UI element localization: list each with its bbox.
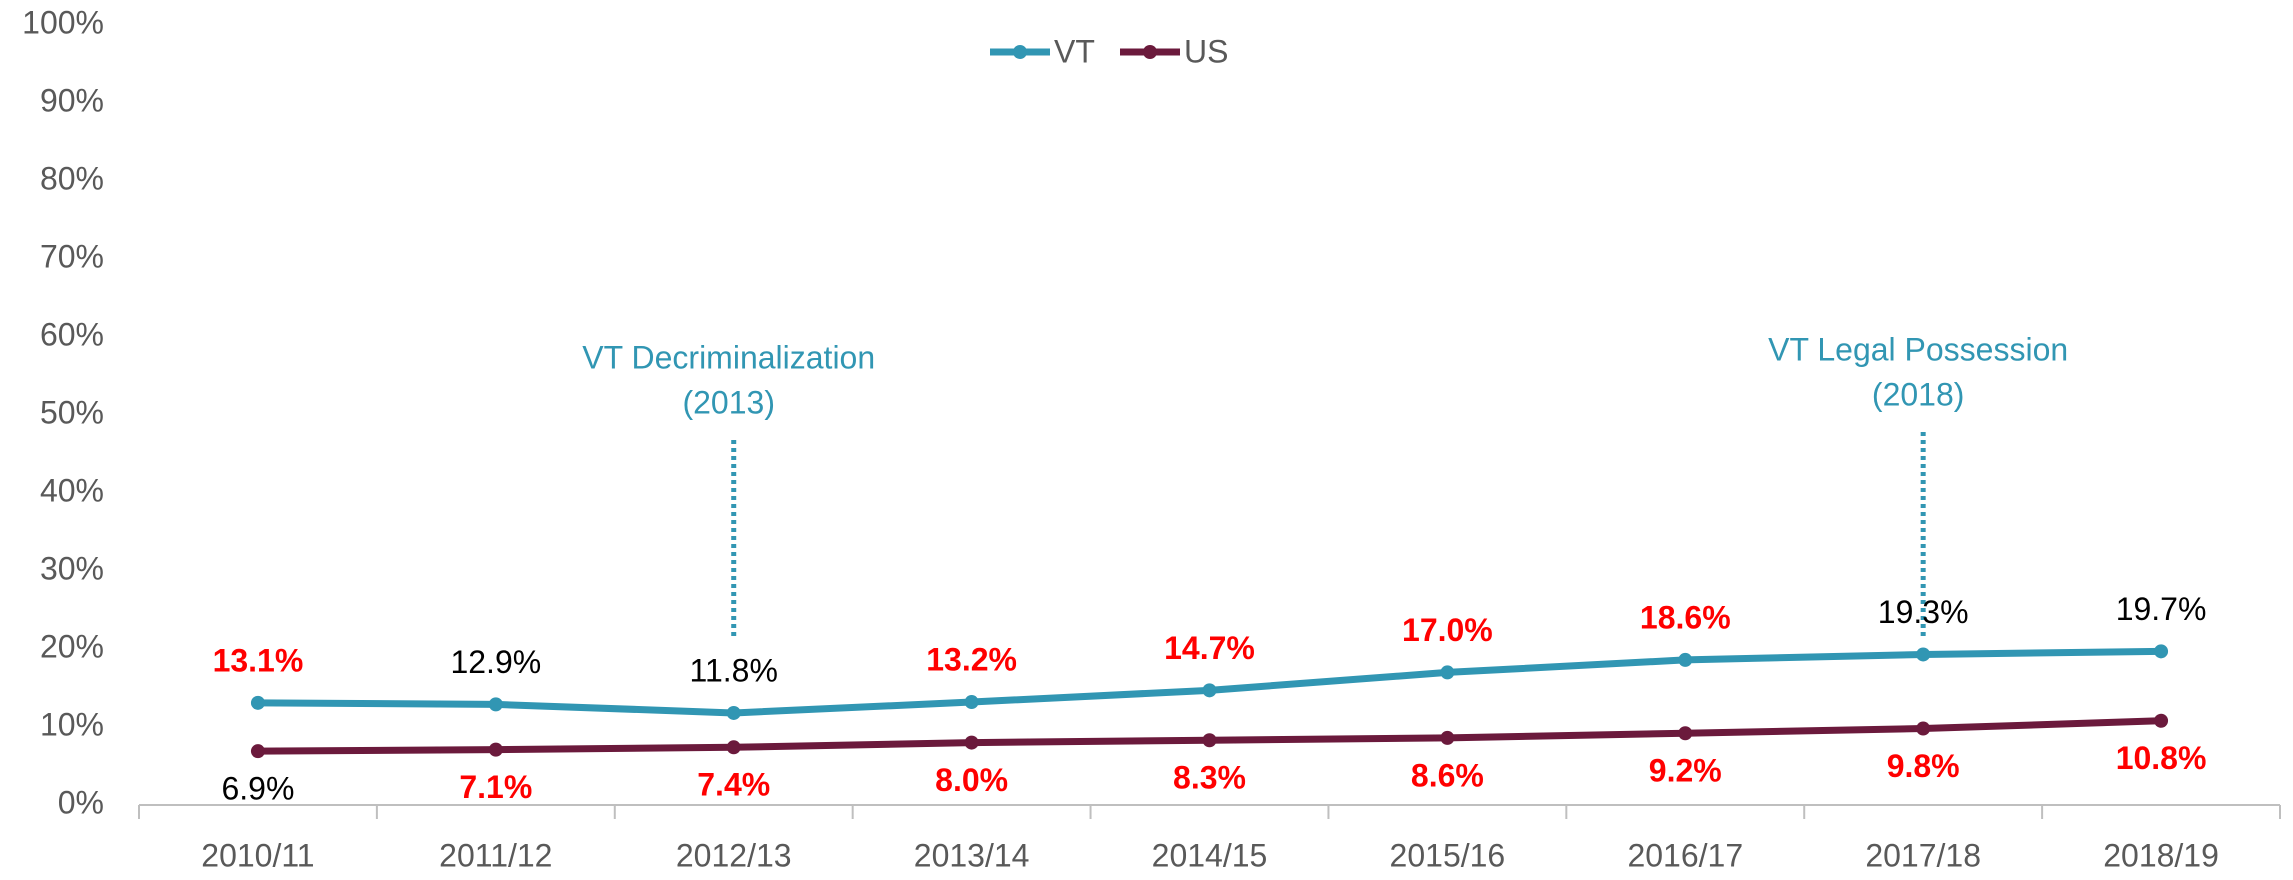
y-tick-label: 90%: [40, 82, 104, 118]
data-label: 19.3%: [1878, 594, 1969, 630]
y-tick-label: 70%: [40, 238, 104, 274]
annotation: (2018): [1872, 376, 1965, 412]
point: [2154, 644, 2169, 659]
data-label: 10.8%: [2116, 740, 2207, 776]
x-tick-label: 2016/17: [1627, 837, 1743, 873]
point: [1440, 730, 1455, 745]
data-label: 13.1%: [213, 642, 304, 678]
x-tick-label: 2012/13: [676, 837, 792, 873]
annotation: VT Legal Possession: [1768, 331, 2068, 367]
point: [250, 695, 265, 710]
y-tick-label: 80%: [40, 160, 104, 196]
point: [250, 744, 265, 759]
data-label: 9.8%: [1887, 748, 1960, 784]
annotation: VT Decriminalization: [582, 339, 875, 375]
data-label: 14.7%: [1164, 630, 1255, 666]
point: [1916, 721, 1931, 736]
y-tick-label: 10%: [40, 706, 104, 742]
data-label: 19.7%: [2116, 591, 2207, 627]
data-label: 13.2%: [926, 641, 1017, 677]
point: [1916, 647, 1931, 662]
legend-label: US: [1184, 33, 1228, 69]
data-label: 7.4%: [697, 767, 770, 803]
x-tick-label: 2013/14: [914, 837, 1030, 873]
point: [2154, 713, 2169, 728]
point: [488, 697, 503, 712]
y-tick-label: 60%: [40, 316, 104, 352]
data-label: 7.1%: [459, 769, 532, 805]
y-tick-label: 0%: [58, 784, 104, 820]
data-label: 8.3%: [1173, 760, 1246, 796]
point: [1678, 726, 1693, 741]
data-label: 8.0%: [935, 762, 1008, 798]
y-tick-label: 20%: [40, 628, 104, 664]
point: [1202, 733, 1217, 748]
point: [1678, 652, 1693, 667]
legend-marker: [1013, 45, 1027, 59]
legend-marker: [1143, 45, 1157, 59]
data-label: 9.2%: [1649, 753, 1722, 789]
data-label: 17.0%: [1402, 612, 1493, 648]
x-tick-label: 2010/11: [201, 837, 314, 873]
point: [726, 705, 741, 720]
x-tick-label: 2015/16: [1390, 837, 1506, 873]
data-label: 8.6%: [1411, 757, 1484, 793]
point: [964, 695, 979, 710]
data-label: 11.8%: [690, 652, 778, 688]
point: [964, 735, 979, 750]
x-tick-label: 2011/12: [439, 837, 552, 873]
data-label: 12.9%: [450, 644, 541, 680]
y-tick-label: 50%: [40, 394, 104, 430]
data-label: 18.6%: [1640, 599, 1731, 635]
x-tick-label: 2014/15: [1152, 837, 1268, 873]
y-tick-label: 100%: [22, 4, 104, 40]
point: [1202, 683, 1217, 698]
point: [1440, 665, 1455, 680]
point: [488, 742, 503, 757]
y-tick-label: 40%: [40, 472, 104, 508]
legend-label: VT: [1054, 33, 1095, 69]
annotation: (2013): [682, 384, 775, 420]
x-tick-label: 2018/19: [2103, 837, 2219, 873]
x-tick-label: 2017/18: [1865, 837, 1981, 873]
point: [726, 740, 741, 755]
y-tick-label: 30%: [40, 550, 104, 586]
data-label: 6.9%: [221, 771, 294, 807]
